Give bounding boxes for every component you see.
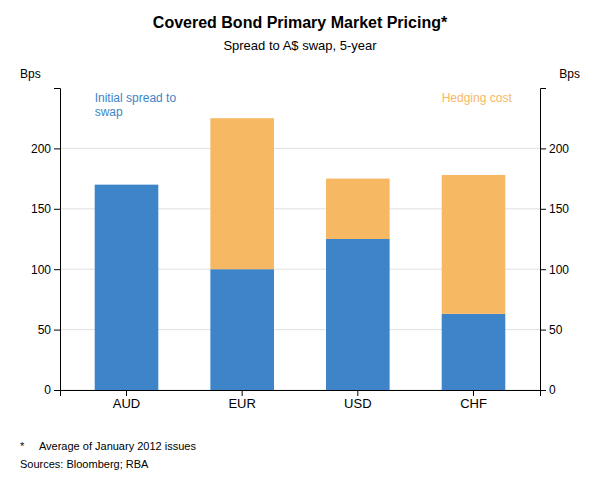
tick-mark bbox=[540, 330, 546, 331]
tick-mark bbox=[54, 269, 60, 270]
tick-mark bbox=[473, 390, 474, 396]
tick-mark bbox=[54, 390, 60, 391]
grid bbox=[60, 148, 540, 390]
tick-mark bbox=[54, 330, 60, 331]
tick-mark bbox=[54, 209, 60, 210]
annotation: Hedging cost bbox=[442, 91, 513, 105]
chart: Covered Bond Primary Market Pricing* Spre… bbox=[0, 0, 600, 500]
series bbox=[210, 118, 505, 314]
y-axis-label: Bps bbox=[20, 67, 41, 81]
tick-label: CHF bbox=[460, 396, 487, 411]
tick-label: 100 bbox=[31, 263, 51, 277]
y-axis: 0 50 100 150 200 bbox=[31, 89, 61, 398]
tick-label: 150 bbox=[549, 202, 569, 216]
tick-label: USD bbox=[344, 396, 371, 411]
tick-label: 50 bbox=[549, 323, 563, 337]
tick: 100 bbox=[540, 263, 569, 277]
tick: 0 bbox=[44, 383, 60, 397]
axis-line bbox=[61, 391, 541, 397]
tick-mark bbox=[540, 209, 546, 210]
tick-label: AUD bbox=[113, 396, 140, 411]
y2-axis-label: Bps bbox=[559, 67, 580, 81]
tick-label: 200 bbox=[31, 142, 51, 156]
tick: 200 bbox=[31, 142, 60, 156]
tick: 100 bbox=[31, 263, 60, 277]
tick: 150 bbox=[31, 202, 60, 216]
bar bbox=[95, 185, 159, 390]
tick: 200 bbox=[540, 142, 569, 156]
y-axis: 0 50 100 150 200 bbox=[540, 89, 569, 398]
axis-line bbox=[54, 89, 61, 391]
title: Covered Bond Primary Market Pricing* bbox=[153, 14, 448, 31]
tick-mark bbox=[540, 148, 546, 149]
footnote: Sources: Bloomberg; RBA bbox=[20, 458, 149, 470]
tick-label: 150 bbox=[31, 202, 51, 216]
tick: 150 bbox=[540, 202, 569, 216]
tick: AUD bbox=[113, 390, 140, 411]
tick-label: 100 bbox=[549, 263, 569, 277]
tick-mark bbox=[242, 390, 243, 396]
tick: 50 bbox=[38, 323, 60, 337]
bars bbox=[95, 118, 506, 390]
tick: 0 bbox=[540, 383, 556, 397]
bar bbox=[95, 184, 159, 185]
bar bbox=[442, 314, 506, 390]
tick: 50 bbox=[540, 323, 563, 337]
subtitle: Spread to A$ swap, 5-year bbox=[223, 38, 377, 53]
tick-label: EUR bbox=[228, 396, 255, 411]
tick-label: 0 bbox=[549, 383, 556, 397]
tick: USD bbox=[344, 390, 371, 411]
tick-label: 50 bbox=[38, 323, 52, 337]
grid-line bbox=[60, 148, 540, 149]
tick-mark bbox=[54, 148, 60, 149]
bar bbox=[210, 118, 274, 269]
tick: CHF bbox=[460, 390, 487, 411]
footnote: * Average of January 2012 issues bbox=[20, 440, 196, 452]
tick: EUR bbox=[228, 390, 255, 411]
bar bbox=[210, 269, 274, 390]
tick-label: 0 bbox=[44, 383, 51, 397]
tick-mark bbox=[357, 390, 358, 396]
plot: 0 50 100 150 200 0 50 100 150 200 AUD EUR USD CHF Init… bbox=[31, 89, 569, 412]
tick-mark bbox=[540, 269, 546, 270]
axis-line bbox=[541, 89, 547, 391]
tick-label: 200 bbox=[549, 142, 569, 156]
tick-mark bbox=[126, 390, 127, 396]
bar bbox=[442, 175, 506, 314]
annotation: Initial spread toswap bbox=[95, 91, 177, 119]
x-axis: AUD EUR USD CHF bbox=[61, 390, 541, 411]
bar bbox=[326, 239, 390, 390]
bar bbox=[326, 179, 390, 239]
